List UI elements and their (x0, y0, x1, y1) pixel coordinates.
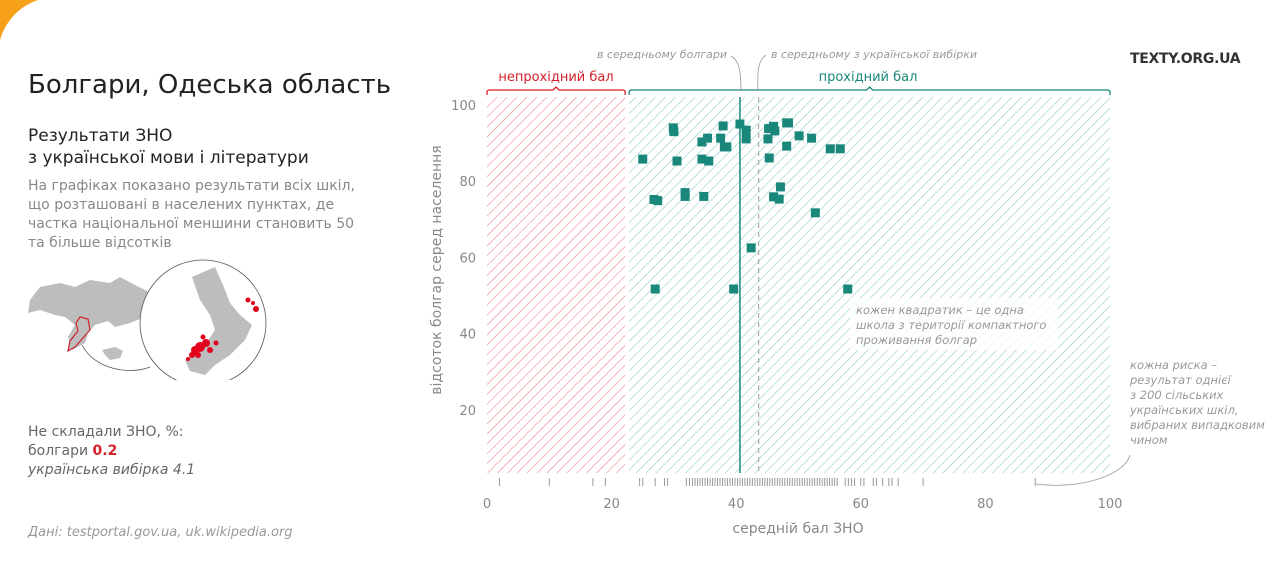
subtitle-line-1: Результати ЗНО (28, 126, 173, 146)
squares-note: кожен квадратик – це одна школа з терито… (856, 303, 1050, 347)
school-point (807, 133, 817, 143)
school-point (669, 127, 679, 137)
school-point (703, 133, 713, 143)
school-point (697, 154, 707, 164)
rug-note: кожна риска – результат однієї з 200 сіл… (1130, 358, 1265, 448)
school-point (770, 126, 780, 136)
not-taken-group: болгари 0.2 (28, 442, 195, 461)
group-value: 0.2 (92, 443, 118, 459)
avg-bulgarians-arrow (730, 55, 742, 91)
school-point (638, 154, 648, 164)
y-tick-label: 80 (459, 175, 476, 190)
school-point (699, 191, 709, 201)
school-point (764, 153, 774, 163)
school-point (794, 131, 804, 141)
y-tick-label: 40 (459, 328, 476, 343)
pass-region-bracket (628, 86, 1111, 95)
x-tick-label: 40 (728, 497, 745, 512)
school-point (843, 284, 853, 294)
avg-ukrainian-sample-label: в середньому з української вибірки (771, 48, 977, 61)
school-point (716, 133, 726, 143)
rug-note-arrow (1035, 454, 1131, 486)
x-tick-label: 20 (603, 497, 620, 512)
rug-note-line: українських шкіл, (1130, 403, 1239, 417)
y-tick-label: 20 (459, 404, 476, 419)
avg-ukrainian-arrow (757, 54, 767, 91)
school-point (775, 182, 785, 192)
y-axis-label: відсоток болгар серед населення (429, 145, 445, 394)
crimea-shape (102, 347, 123, 360)
fail-region (487, 97, 626, 473)
school-point (741, 125, 751, 135)
texty-logo: TEXTY.ORG.UA (1130, 51, 1241, 67)
callout-line (81, 344, 151, 371)
school-point (653, 196, 663, 206)
school-point (697, 137, 707, 147)
rug-note-line: вибраних випадковим (1130, 418, 1265, 432)
squares-note-bg (850, 298, 1058, 350)
rug-note-line: кожна риска – (1130, 358, 1218, 372)
chart-subtitle: Результати ЗНО з української мови і літе… (28, 125, 309, 169)
school-point (729, 284, 739, 294)
school-point (746, 243, 756, 253)
x-tick-label: 100 (1098, 497, 1123, 512)
rug-note-line: з 200 сільських (1130, 388, 1224, 402)
locator-map (28, 259, 267, 380)
school-point (741, 134, 751, 144)
y-tick-label: 100 (451, 99, 476, 114)
ukraine-map-shape (28, 277, 155, 350)
school-point (722, 142, 732, 152)
rug-note-line: результат однієї (1130, 373, 1231, 387)
y-tick-label: 60 (459, 251, 476, 266)
data-source: Дані: testportal.gov.ua, uk.wikipedia.or… (28, 525, 293, 540)
school-point (672, 156, 682, 166)
page-title: Болгари, Одеська область (28, 70, 392, 100)
pass-region-label: прохідний бал (819, 70, 918, 85)
x-tick-label: 0 (483, 497, 491, 512)
school-point (650, 284, 660, 294)
odesa-oblast-outline (67, 316, 91, 353)
school-point (810, 208, 820, 218)
school-point (784, 118, 794, 128)
x-tick-label: 80 (977, 497, 994, 512)
school-point (763, 134, 773, 144)
school-point (718, 121, 728, 131)
corner-decoration (0, 0, 42, 42)
school-point (764, 124, 774, 134)
school-point (735, 119, 745, 129)
sample-value: українська вибірка 4.1 (28, 462, 196, 478)
not-taken-stats: Не складали ЗНО, %: болгари 0.2 українсь… (28, 423, 195, 480)
fail-region-label: непрохідний бал (498, 70, 613, 85)
school-point (774, 194, 784, 204)
pass-region (629, 97, 1110, 473)
school-point (769, 192, 779, 202)
bulgarian-settlements (186, 297, 259, 361)
avg-bulgarians-label: в середньому болгари (597, 48, 727, 61)
subtitle-line-2: з української мови і літератури (28, 148, 309, 168)
x-tick-label: 60 (853, 497, 870, 512)
school-point (704, 156, 714, 166)
chart-description: На графіках показано результати всіх шкі… (28, 178, 355, 251)
group-label: болгари (28, 443, 89, 459)
school-point (769, 121, 779, 131)
x-axis-label: середній бал ЗНО (732, 521, 863, 537)
school-point (680, 191, 690, 201)
rug-note-line: чином (1130, 433, 1168, 447)
not-taken-label: Не складали ЗНО, %: (28, 424, 184, 440)
school-point (782, 141, 792, 151)
school-point (835, 144, 845, 154)
fail-region-bracket (486, 86, 626, 95)
school-point (825, 144, 835, 154)
